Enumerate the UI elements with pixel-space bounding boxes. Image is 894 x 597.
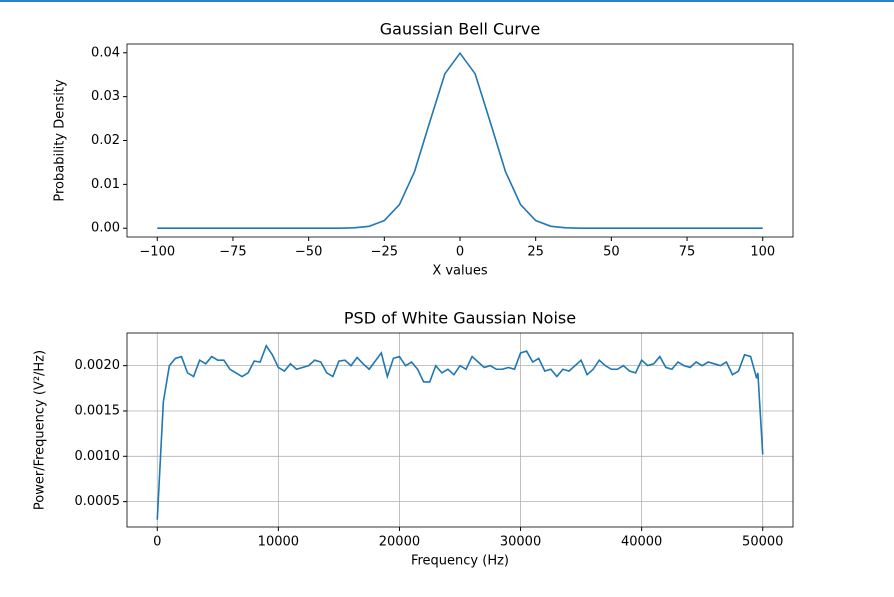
y-tick-label: 0.02 [91,133,120,148]
x-tick-label: 20000 [379,535,420,550]
x-axis-label: Frequency (Hz) [411,554,509,569]
x-tick-label: −50 [295,245,322,260]
x-tick-label: −100 [139,245,175,260]
y-tick-label: 0.00 [91,221,120,236]
x-tick-label: 25 [527,245,544,260]
y-tick-label: 0.01 [91,177,120,192]
chart-title: Gaussian Bell Curve [380,20,541,39]
x-tick-label: 0 [153,535,161,550]
y-tick-label: 0.0015 [75,403,121,418]
data-line [157,51,763,230]
y-axis-label: Probability Density [53,79,68,202]
x-tick-label: −75 [219,245,246,260]
top-border [0,0,894,2]
chart-title: PSD of White Gaussian Noise [344,309,576,328]
x-tick-label: 10000 [258,535,299,550]
y-tick-label: 0.03 [91,89,120,104]
x-tick-label: 0 [456,245,464,260]
y-axis-label: Power/Frequency (V²/Hz) [33,350,48,510]
x-tick-label: 50 [603,245,620,260]
y-tick-label: 0.04 [91,45,120,60]
axes-frame [126,332,794,528]
x-tick-label: −25 [371,245,398,260]
x-tick-label: 50000 [742,535,783,550]
x-tick-label: 75 [679,245,696,260]
y-tick-label: 0.0020 [75,358,121,373]
x-tick-label: 100 [750,245,775,260]
x-tick-label: 40000 [621,535,662,550]
data-line [156,343,764,520]
y-tick-label: 0.0010 [75,449,121,464]
y-tick-label: 0.0005 [75,494,121,509]
axes-frame [126,43,794,238]
x-tick-label: 30000 [500,535,541,550]
x-axis-label: X values [432,264,488,279]
